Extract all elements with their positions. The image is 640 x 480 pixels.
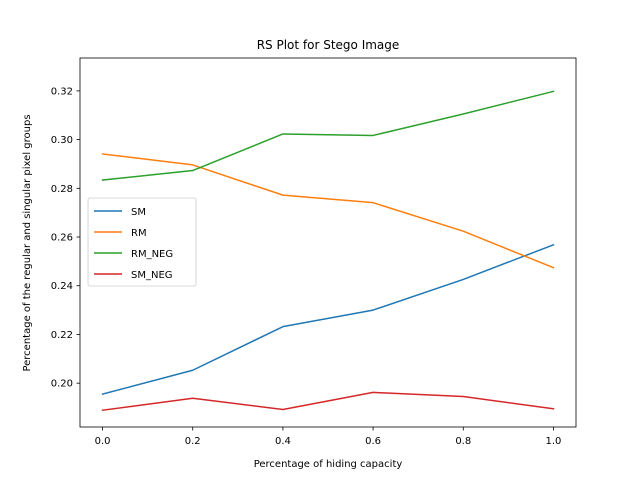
y-tick-label: 0.30 [51, 135, 73, 146]
series-line-rm [101, 153, 555, 269]
legend: SM RM RM_NEG SM_NEG [87, 197, 197, 287]
y-tick-label: 0.22 [51, 330, 73, 341]
x-tick-label: 0.6 [365, 436, 381, 447]
y-tick-label: 0.28 [51, 184, 73, 195]
y-tick-label: 0.26 [51, 233, 73, 244]
series-lines [101, 90, 555, 412]
series-line-sm-neg [101, 391, 555, 412]
series-line-sm [101, 243, 555, 396]
x-tick-label: 1.0 [546, 436, 562, 447]
series-line-rm-neg [101, 90, 555, 181]
x-tick-label: 0.2 [185, 436, 201, 447]
y-axis-label: Percentage of the regular and singular p… [22, 114, 33, 371]
axes: 0.0 0.2 0.4 0.6 0.8 1.0 0.20 0.22 0.24 0.26 0.28 0.… [51, 57, 577, 447]
x-tick-label: 0.0 [95, 436, 111, 447]
y-tick-label: 0.20 [51, 379, 73, 390]
x-tick-label: 0.8 [455, 436, 471, 447]
legend-box [87, 197, 197, 287]
y-tick-label: 0.32 [51, 86, 73, 97]
x-axis-label: Percentage of hiding capacity [254, 459, 403, 470]
axes-frame [79, 57, 577, 428]
legend-label-sm-neg: SM_NEG [131, 270, 173, 281]
legend-label-rm-neg: RM_NEG [131, 249, 173, 260]
chart-title: RS Plot for Stego Image [257, 38, 400, 52]
y-tick-label: 0.24 [51, 281, 73, 292]
x-tick-label: 0.4 [275, 436, 291, 447]
legend-label-sm: SM [131, 207, 146, 218]
legend-label-rm: RM [131, 228, 147, 239]
